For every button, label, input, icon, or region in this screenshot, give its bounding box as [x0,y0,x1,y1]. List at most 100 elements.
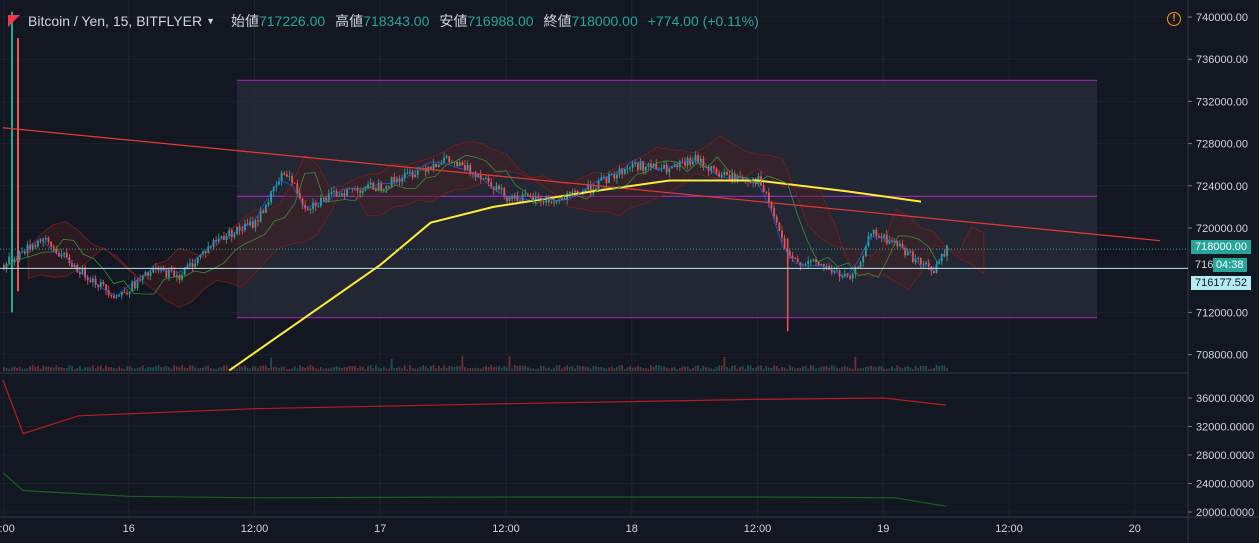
candle-body [330,191,333,194]
volume-bar [257,368,259,371]
candle-body [783,237,786,250]
volume-bar [244,365,246,371]
volume-bar [443,365,445,371]
candle-body [487,177,490,183]
volume-bar [561,368,563,371]
candle-body [359,190,362,193]
candle-body [382,189,385,191]
candle-body [490,182,493,188]
volume-bar [147,367,149,371]
volume-bar [820,366,823,371]
candle-body [733,173,736,180]
volume-bar [807,368,810,371]
candle-body [251,221,254,228]
candle-body [671,167,673,169]
volume-bar [238,365,241,371]
volume-bar [175,366,178,371]
volume-bar [589,368,592,371]
candle-body [288,175,291,177]
moving-average-line [228,179,922,372]
warning-icon[interactable]: ! [1167,12,1181,26]
candle-body [380,182,383,191]
volume-bar [154,365,157,371]
candle-body [809,260,812,262]
candle-body [430,167,432,169]
candle-body [898,243,901,247]
symbol-title[interactable]: Bitcoin / Yen, 15, BITFLYER [28,13,203,29]
volume-bar [367,366,369,371]
volume-bar [78,366,81,371]
candle-body [361,190,364,193]
candle-body [870,233,872,237]
volume-bar [194,367,197,371]
last-price-tag: 718000.00 [1191,240,1251,254]
candle-body [466,164,469,171]
time-tick-label: 19 [877,523,889,535]
volume-bar [183,367,186,371]
candle-body [262,210,265,213]
candle-body [584,189,587,192]
price-tick-label: 732000.00 [1196,96,1248,108]
candle-body [406,172,409,174]
volume-bar [131,367,134,371]
volume-bar [317,368,320,371]
time-axis[interactable]: 5:00 16 12:00 17 12:00 18 12:00 19 12:00 20 [0,523,1141,535]
volume-bar [938,366,941,371]
candle-body [506,196,508,202]
volume-bar [209,368,212,371]
time-tick-label: 17 [374,523,386,535]
candle-body [893,240,896,242]
candle-body [933,271,935,274]
volume-bar [940,365,943,371]
volume-bar [280,366,283,371]
candle-body [71,263,73,267]
volume-bar [867,366,870,371]
candle-body [120,292,123,296]
volume-bar [485,365,487,371]
volume-bar [581,365,584,371]
low-value: 716988.00 [467,13,534,29]
price-axis[interactable]: 740000.00 736000.00 732000.00 728000.00 7240… [1188,12,1254,519]
indicator-tick-label: 32000.0000 [1196,422,1254,434]
volume-bar [110,367,113,371]
volume-bar [42,365,45,371]
volume-bar [883,368,886,371]
candle-body [340,193,343,196]
volume-bar [579,366,582,371]
candle-body [773,207,776,217]
volume-bar [68,365,71,371]
volume-bar [647,368,650,371]
candle-body [788,251,791,256]
candle-body [513,195,516,199]
chevron-down-icon[interactable]: ▼ [206,16,215,26]
candle-body [665,164,668,173]
volume-bar [322,368,325,371]
volume-bar [199,367,202,371]
volume-bar [136,367,139,371]
candle-body [574,190,576,193]
candle-body [917,257,920,260]
volume-bar [747,365,749,371]
volume-bar [189,365,191,371]
volume-bar [330,367,333,371]
volume-bar [474,367,477,371]
volume-bar [440,368,443,371]
volume-bar [149,367,152,371]
candle-body [623,169,626,175]
candle-body [233,234,236,238]
volume-bar [356,367,359,371]
volume-bar [668,368,671,371]
volume-bar [574,368,576,371]
volume-bar [626,367,629,371]
candle-body [238,226,241,230]
volume-bar [602,367,605,371]
indicator-series [2,379,947,435]
volume-bar [503,365,506,371]
volume-bar [141,365,144,371]
candle-body [726,171,728,176]
volume-bar [97,366,100,371]
volume-bar [65,367,68,371]
candle-body [608,173,610,184]
volume-bar [492,367,495,371]
